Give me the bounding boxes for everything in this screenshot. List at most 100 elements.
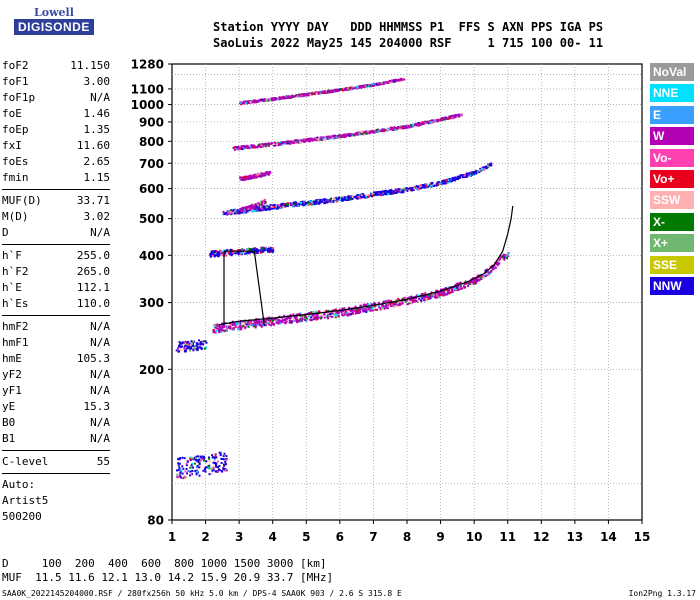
echo-point (295, 319, 298, 322)
echo-point (341, 89, 344, 92)
echo-point (256, 321, 258, 324)
echo-point (339, 198, 342, 201)
echo-point (401, 190, 404, 193)
param-note: 500200 (2, 510, 42, 523)
echo-point (256, 145, 259, 148)
echo-point (271, 250, 274, 253)
echo-point (455, 178, 458, 181)
echo-point (301, 200, 304, 203)
echo-point (433, 119, 436, 122)
echo-point (479, 278, 481, 281)
echo-point (477, 279, 480, 282)
echo-point (187, 341, 190, 344)
echo-point (236, 210, 239, 212)
echo-point (435, 289, 438, 292)
echo-point (269, 248, 272, 251)
param-value: N/A (90, 226, 110, 239)
echo-point (455, 287, 458, 290)
echo-point (185, 342, 188, 345)
echo-point (241, 209, 244, 212)
echo-point (264, 142, 267, 145)
echo-point (254, 249, 257, 252)
echo-point (256, 146, 259, 149)
legend-item-x-: X- (650, 212, 694, 231)
echo-point (215, 456, 218, 459)
echo-point (282, 205, 285, 208)
echo-point (240, 147, 243, 150)
echo-point (270, 321, 273, 324)
echo-point (373, 302, 376, 305)
echo-point (211, 250, 214, 253)
echo-point (257, 252, 260, 254)
echo-point (246, 178, 249, 181)
echo-point (344, 87, 347, 90)
echo-point (260, 207, 263, 210)
echo-point (362, 132, 365, 135)
echo-point (418, 123, 421, 125)
echo-point (247, 100, 250, 103)
echo-point (347, 87, 349, 90)
echo-point (475, 275, 478, 278)
echo-point (247, 176, 250, 179)
echo-point (212, 468, 215, 471)
echo-point (382, 193, 384, 196)
echo-point (219, 329, 222, 332)
echo-point (253, 176, 255, 178)
echo-point (196, 347, 199, 350)
echo-point (469, 174, 471, 177)
profile-trace (218, 205, 514, 326)
echo-point (371, 192, 374, 195)
echo-point (425, 297, 428, 300)
x-tick-label: 10 (466, 530, 483, 544)
echo-point (341, 310, 344, 313)
echo-point (389, 305, 392, 307)
echo-point (265, 98, 268, 101)
echo-point (258, 205, 261, 208)
echo-point (337, 310, 340, 313)
echo-point (369, 130, 372, 133)
echo-point (369, 309, 372, 312)
echo-point (260, 98, 263, 101)
echo-point (263, 99, 266, 102)
echo-point (247, 208, 250, 211)
echo-point (272, 206, 274, 208)
echo-point (432, 293, 435, 296)
echo-point (384, 300, 387, 303)
x-tick-label: 1 (168, 530, 176, 544)
echo-point (341, 307, 344, 310)
echo-point (211, 252, 214, 255)
param-row: hmF1 N/A (2, 335, 110, 351)
echo-point (197, 460, 200, 463)
echo-point (218, 465, 221, 467)
echo-point (302, 138, 305, 141)
echo-point (193, 456, 196, 459)
echo-point (244, 102, 247, 105)
echo-point (439, 293, 442, 296)
echo-point (455, 285, 458, 288)
echo-point (297, 141, 300, 144)
echo-point (392, 129, 395, 131)
echo-point (177, 469, 180, 472)
echo-point (425, 184, 428, 187)
echo-point (309, 318, 312, 321)
echo-point (231, 323, 234, 326)
echo-point (241, 207, 244, 210)
echo-point (459, 281, 462, 284)
echo-point (475, 172, 478, 175)
echo-point (260, 203, 262, 206)
echo-point (258, 320, 261, 323)
echo-point (242, 145, 245, 148)
echo-point (181, 345, 183, 348)
x-tick-label: 15 (634, 530, 650, 544)
echo-point (486, 164, 489, 167)
echo-point (428, 294, 431, 297)
echo-point (292, 95, 295, 98)
echo-point (382, 130, 385, 133)
echo-point (349, 310, 352, 312)
echo-point (366, 130, 369, 133)
echo-point (347, 132, 350, 135)
echo-point (351, 134, 354, 137)
echo-point (247, 320, 250, 323)
echo-point (465, 174, 468, 177)
echo-point (343, 198, 346, 201)
